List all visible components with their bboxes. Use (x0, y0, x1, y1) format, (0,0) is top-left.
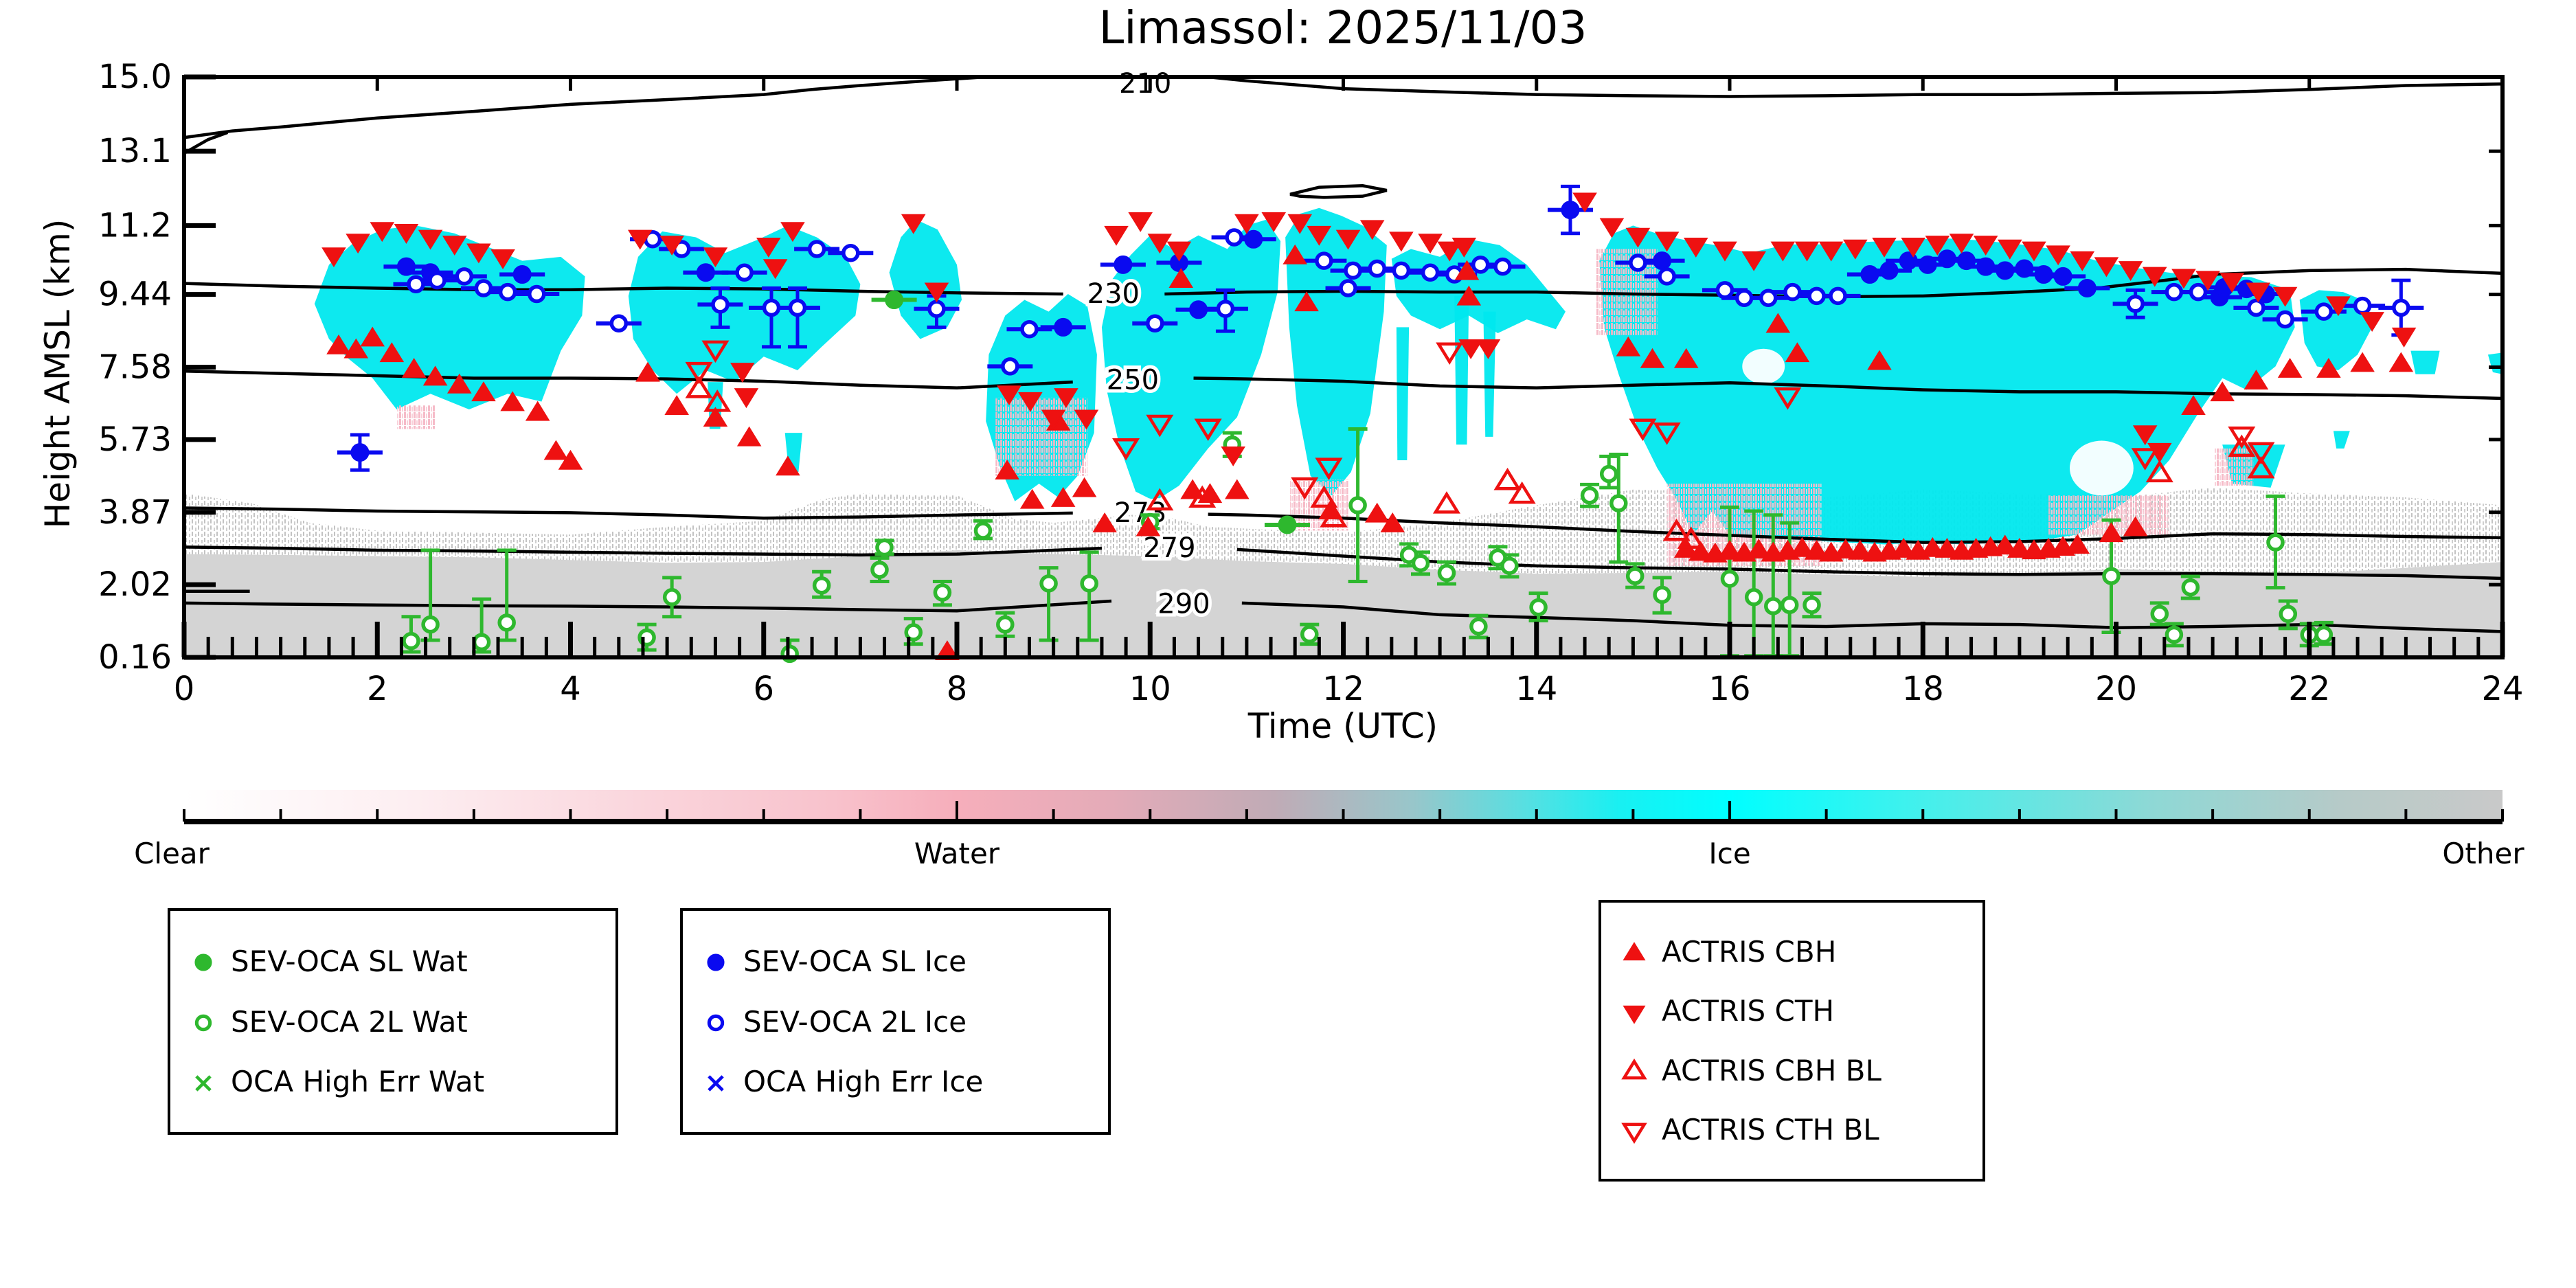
legend-label: SEV-OCA 2L Wat (231, 1004, 468, 1039)
legend-item-actris-cbh: ACTRIS CBH (1619, 935, 1965, 969)
svg-text:8: 8 (947, 670, 968, 708)
cth-down-triangle-icon (1619, 996, 1649, 1026)
legend-item-sev-oca-2l-wat: SEV-OCA 2L Wat (188, 1005, 598, 1039)
svg-text:20: 20 (2095, 670, 2137, 708)
cth-bl-open-down-triangle-icon (1619, 1114, 1649, 1144)
svg-text:0: 0 (174, 670, 195, 708)
2l-wat-open-circle-icon (188, 1006, 218, 1037)
svg-text:210: 210 (1119, 68, 1171, 100)
svg-text:15.0: 15.0 (98, 58, 172, 96)
legend-box-actris: ACTRIS CBH ACTRIS CTH ACTRIS CBH BL ACTR… (1598, 900, 1985, 1182)
legend-item-sev-oca-sl-ice: SEV-OCA SL Ice (701, 945, 1090, 978)
series-sl_wat (871, 291, 1310, 534)
svg-text:250: 250 (1107, 364, 1159, 396)
svg-text:14: 14 (1515, 670, 1557, 708)
colorbar-label-water: Water (914, 837, 1000, 870)
svg-text:4: 4 (560, 670, 581, 708)
legend-label: ACTRIS CBH BL (1662, 1053, 1882, 1087)
series-cbh (326, 244, 2414, 661)
x-axis-label: Time (UTC) (1247, 706, 1438, 746)
legend-label: SEV-OCA 2L Ice (743, 1004, 967, 1039)
classification-regions (184, 77, 2502, 657)
sl-wat-filled-circle-icon (188, 946, 218, 976)
svg-text:2: 2 (367, 670, 388, 708)
legend-item-oca-high-err-ice: OCA High Err Ice (701, 1065, 1090, 1098)
legend-item-sev-oca-2l-ice: SEV-OCA 2L Ice (701, 1005, 1090, 1039)
svg-text:24: 24 (2481, 670, 2523, 708)
svg-text:230: 230 (1087, 278, 1140, 310)
legend-label: SEV-OCA SL Ice (743, 944, 967, 978)
legend-box-water: SEV-OCA SL Wat SEV-OCA 2L Wat OCA High E… (168, 908, 618, 1135)
svg-text:3.87: 3.87 (98, 493, 172, 532)
series-cth_bl (685, 340, 2275, 500)
series-cbh_bl (685, 376, 2275, 549)
svg-text:22: 22 (2288, 670, 2330, 708)
err-ice-x-icon (701, 1067, 731, 1097)
colorbar-label-other: Other (2442, 837, 2524, 870)
svg-text:16: 16 (1708, 670, 1750, 708)
series-cth (321, 192, 2417, 466)
colorbar (183, 790, 2504, 824)
legend-item-actris-cth-bl: ACTRIS CTH BL (1619, 1113, 1965, 1146)
svg-text:0.16: 0.16 (98, 638, 172, 677)
svg-text:290: 290 (1157, 589, 1210, 620)
svg-text:279: 279 (1143, 532, 1195, 564)
svg-text:18: 18 (1902, 670, 1944, 708)
legend-label: OCA High Err Wat (231, 1065, 485, 1099)
svg-text:7.58: 7.58 (98, 348, 172, 387)
page-title: Limassol: 2025/11/03 (1098, 1, 1588, 54)
svg-text:5.73: 5.73 (98, 420, 172, 459)
cbh-bl-open-up-triangle-icon (1619, 1055, 1649, 1085)
legend-box-ice: SEV-OCA SL Ice SEV-OCA 2L Ice OCA High E… (680, 908, 1111, 1135)
svg-text:12: 12 (1322, 670, 1364, 708)
legend-label: ACTRIS CBH (1662, 935, 1837, 969)
svg-text:6: 6 (753, 670, 774, 708)
sl-ice-filled-circle-icon (701, 946, 731, 976)
legend-item-actris-cth: ACTRIS CTH (1619, 994, 1965, 1028)
legend-item-actris-cbh-bl: ACTRIS CBH BL (1619, 1054, 1965, 1087)
svg-text:9.44: 9.44 (98, 275, 172, 314)
data-points (321, 184, 2424, 664)
colorbar-label-clear: Clear (134, 837, 210, 870)
svg-text:10: 10 (1129, 670, 1171, 708)
cbh-up-triangle-icon (1619, 937, 1649, 967)
legend-label: ACTRIS CTH BL (1662, 1112, 1879, 1146)
svg-text:2.02: 2.02 (98, 565, 172, 604)
err-wat-x-icon (188, 1067, 218, 1097)
legend-label: SEV-OCA SL Wat (231, 944, 468, 978)
svg-text:11.2: 11.2 (98, 206, 172, 245)
legend-item-sev-oca-sl-wat: SEV-OCA SL Wat (188, 945, 598, 978)
legend-item-oca-high-err-wat: OCA High Err Wat (188, 1065, 598, 1098)
legend-label: OCA High Err Ice (743, 1065, 984, 1099)
svg-text:13.1: 13.1 (98, 132, 172, 170)
colorbar-label-ice: Ice (1708, 837, 1751, 870)
legend-label: ACTRIS CTH (1662, 994, 1835, 1028)
2l-ice-open-circle-icon (701, 1006, 731, 1037)
